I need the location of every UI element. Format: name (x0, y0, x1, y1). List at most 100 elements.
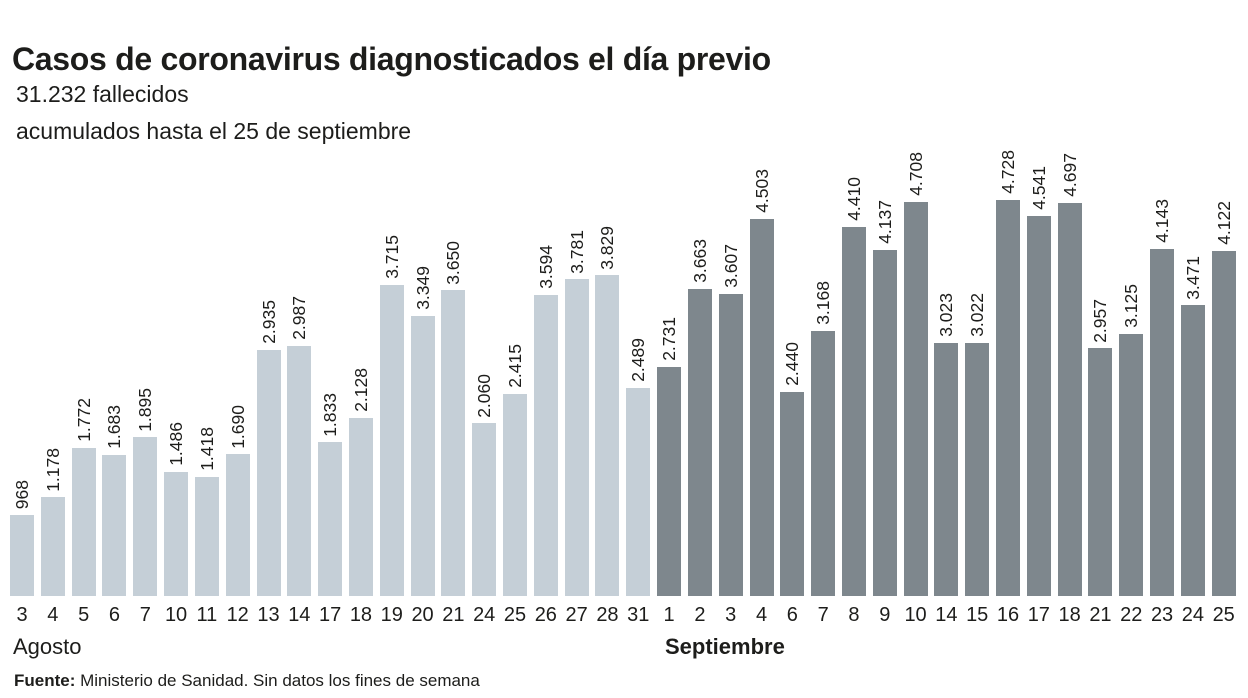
bar-value-label: 4.503 (751, 169, 772, 213)
bar-group: 3.168 7 (811, 200, 836, 626)
bar: 4.137 9 (872, 200, 897, 626)
bar: 968 3 (10, 480, 34, 626)
x-tick-label: 26 (534, 604, 557, 626)
bar-group: 4.697 18 (1057, 153, 1082, 626)
x-tick-label: 1 (663, 604, 675, 626)
x-tick-label: 16 (996, 604, 1020, 626)
x-tick-label: 27 (565, 604, 588, 626)
bar: 3.349 20 (410, 266, 435, 626)
bar-group: 4.708 10 (903, 152, 928, 626)
bar-value-label: 4.728 (998, 150, 1018, 194)
subtitle-line-1: 31.232 fallecidos (16, 81, 189, 107)
bar-value-label: 1.486 (166, 421, 187, 466)
subtitle-line-2: acumulados hasta el 25 de septiembre (16, 118, 412, 144)
bar-group: 3.650 21 (441, 200, 466, 626)
bar-group: 1.690 12 (225, 200, 250, 626)
x-tick-label: 7 (139, 604, 151, 626)
bar-value-label: 3.663 (689, 239, 710, 284)
source-line: Fuente: Ministerio de Sanidad. Sin datos… (14, 671, 480, 691)
x-axis-month-august: Agosto (13, 634, 82, 659)
bar-value-label: 3.168 (813, 280, 834, 325)
x-axis-month-september: Septiembre (665, 634, 785, 659)
bar: 4.728 16 (996, 150, 1020, 626)
bar: 3.471 24 (1180, 256, 1205, 626)
bar: 1.690 12 (225, 405, 250, 626)
bar-group: 4.541 17 (1026, 166, 1051, 626)
bar-group: 4.410 8 (841, 177, 866, 626)
bar-value-label: 3.471 (1182, 255, 1203, 300)
bar-group: 3.663 2 (687, 200, 712, 626)
bar: 2.987 14 (287, 296, 312, 626)
bar: 1.178 4 (40, 448, 65, 626)
bar-value-label: 2.489 (628, 337, 649, 382)
bar-value-label: 4.122 (1213, 200, 1234, 245)
x-tick-label: 6 (108, 604, 120, 626)
bar-group: 3.594 26 (533, 200, 558, 626)
bar-group: 2.128 18 (348, 200, 373, 626)
x-tick-label: 21 (442, 604, 465, 626)
bar-value-label: 4.697 (1059, 152, 1080, 197)
bar-group: 2.957 21 (1088, 200, 1113, 626)
bar: 4.708 10 (903, 152, 928, 626)
bar-value-label: 2.957 (1090, 298, 1111, 343)
bar-value-label: 3.349 (412, 265, 433, 310)
bar: 2.440 6 (780, 342, 805, 626)
bar: 3.829 28 (595, 226, 620, 626)
bar: 3.663 2 (687, 239, 712, 626)
bar: 1.683 6 (102, 405, 127, 626)
bar: 4.541 17 (1026, 166, 1051, 626)
bar-group: 2.440 6 (780, 200, 805, 626)
bar-value-label: 3.650 (443, 240, 464, 285)
bar: 1.486 10 (164, 422, 189, 626)
bar-value-label: 1.895 (135, 387, 156, 432)
bar-group: 4.728 16 (996, 150, 1020, 626)
bar-group: 1.486 10 (164, 200, 189, 626)
bar-value-label: 4.541 (1028, 165, 1049, 210)
source-text: Ministerio de Sanidad. Sin datos los fin… (75, 671, 480, 690)
bar: 2.935 13 (256, 300, 281, 626)
bar-group: 3.022 15 (965, 200, 990, 626)
x-tick-label: 10 (904, 604, 927, 626)
bar-value-label: 3.715 (381, 235, 402, 279)
bar-value-label: 4.137 (874, 199, 895, 244)
x-tick-label: 7 (817, 604, 829, 626)
bar-value-label: 3.594 (535, 245, 556, 289)
bar-value-label: 1.418 (196, 427, 217, 472)
x-tick-label: 25 (1212, 604, 1235, 626)
x-tick-label: 11 (196, 604, 218, 626)
x-tick-label: 17 (319, 604, 342, 626)
bar: 1.833 17 (318, 393, 343, 626)
page-title: Casos de coronavirus diagnosticados el d… (12, 41, 771, 78)
bar-group: 4.503 4 (749, 169, 774, 626)
bar: 1.772 5 (71, 398, 96, 626)
x-tick-label: 14 (935, 604, 958, 626)
bar-group: 4.143 23 (1150, 199, 1175, 626)
bar-value-label: 2.060 (474, 373, 495, 418)
x-tick-label: 2 (694, 604, 706, 626)
bar: 2.128 18 (348, 368, 373, 626)
x-tick-label: 28 (596, 604, 619, 626)
bar-group: 3.023 14 (934, 200, 959, 626)
bar: 2.957 21 (1088, 299, 1113, 626)
x-tick-label: 18 (349, 604, 373, 626)
x-tick-label: 24 (473, 604, 496, 626)
bar-group: 2.060 24 (472, 200, 497, 626)
bar-value-label: 2.415 (505, 343, 525, 388)
bar: 3.022 15 (965, 293, 990, 626)
x-tick-label: 15 (966, 604, 989, 626)
bar-group: 968 3 (10, 200, 34, 626)
bar-group: 1.418 11 (194, 200, 219, 626)
bar-group: 3.781 27 (564, 200, 589, 626)
x-tick-label: 22 (1120, 604, 1143, 626)
bar-group: 2.935 13 (256, 200, 281, 626)
bar-group: 4.122 25 (1211, 200, 1236, 626)
bar: 3.781 27 (564, 230, 589, 626)
bar-group: 2.987 14 (287, 200, 312, 626)
bar-value-label: 3.607 (720, 244, 741, 288)
bar-value-label: 2.935 (258, 300, 279, 345)
bar-value-label: 3.829 (597, 225, 618, 270)
bar: 4.143 23 (1150, 199, 1175, 626)
x-tick-label: 5 (78, 604, 90, 626)
bar: 4.410 8 (841, 177, 866, 626)
bar: 2.415 25 (503, 344, 527, 626)
